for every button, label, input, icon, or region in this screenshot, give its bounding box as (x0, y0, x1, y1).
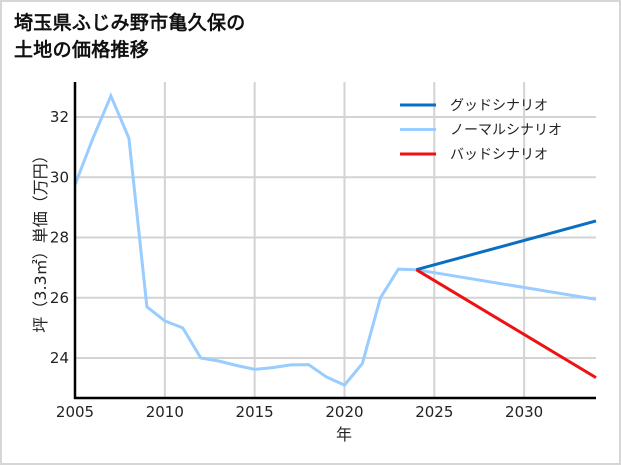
series-lines (73, 92, 597, 387)
series-line (415, 268, 597, 379)
gridlines (75, 82, 596, 398)
y-tick-label: 30 (50, 168, 69, 186)
y-tick-label: 32 (50, 108, 69, 126)
series-line (73, 92, 597, 387)
legend-label: バッドシナリオ (450, 147, 548, 163)
tick-labels: 24 26 28 30 32 2005 2010 2015 2020 2025 2030 (50, 108, 543, 421)
chart-title: 埼玉県ふじみ野市亀久保の 土地の価格推移 (14, 12, 246, 61)
legend-label: グッドシナリオ (450, 98, 548, 114)
legend-label: ノーマルシナリオ (450, 123, 562, 139)
y-tick-label: 28 (50, 229, 69, 247)
y-tick-label: 26 (50, 289, 69, 307)
series-line (415, 219, 597, 272)
x-axis-label: 年 (336, 425, 352, 444)
x-tick-label: 2005 (56, 403, 94, 421)
x-tick-label: 2015 (236, 403, 274, 421)
x-tick-label: 2010 (146, 403, 184, 421)
x-tick-label: 2025 (415, 403, 453, 421)
axes (73, 82, 596, 400)
x-tick-label: 2030 (505, 403, 543, 421)
y-tick-label: 24 (50, 349, 69, 367)
x-tick-label: 2020 (325, 403, 363, 421)
y-axis-label: 坪（3.3㎡）単価（万円） (31, 147, 50, 332)
